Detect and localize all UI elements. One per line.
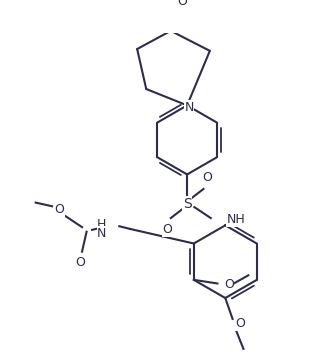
- Text: O: O: [235, 317, 245, 330]
- Text: S: S: [183, 197, 191, 211]
- Text: O: O: [202, 171, 212, 184]
- Text: O: O: [178, 0, 188, 8]
- Text: O: O: [162, 223, 172, 236]
- Text: H: H: [97, 218, 107, 231]
- Text: N: N: [97, 227, 107, 240]
- Text: O: O: [55, 203, 64, 216]
- Text: NH: NH: [227, 213, 246, 226]
- Text: O: O: [224, 278, 234, 291]
- Text: N: N: [184, 101, 194, 114]
- Text: O: O: [75, 256, 85, 269]
